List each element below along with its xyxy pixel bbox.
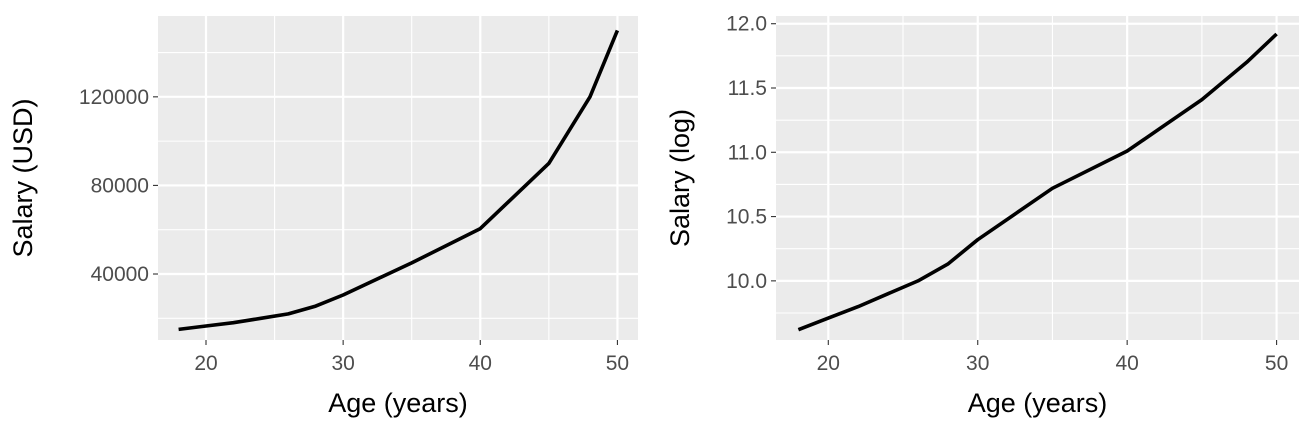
- y-tick-label: 11.5: [728, 77, 767, 100]
- salary-line: [178, 29, 620, 332]
- y-tick-label: 10.0: [726, 270, 767, 293]
- x-tick-label: 30: [966, 352, 989, 375]
- x-tick-label: 40: [1115, 352, 1138, 375]
- y-tick-label: 12.0: [726, 13, 767, 36]
- x-tick-label: 20: [817, 352, 840, 375]
- panel-background: [776, 16, 1299, 340]
- y-tick-label: 120000: [79, 86, 149, 109]
- y-tick-label: 11.0: [728, 141, 767, 164]
- y-axis-title: Salary (USD): [8, 98, 38, 257]
- panel-background: [158, 16, 638, 340]
- salary-usd-panel: 20 30 40 50 40000 80000 120000 Age (years) Salar…: [8, 16, 638, 418]
- y-tick-label: 40000: [91, 263, 149, 286]
- x-axis-title: Age (years): [328, 388, 468, 418]
- salary-line: [797, 32, 1278, 332]
- salary-log-panel: 20 30 40 50 10.0 10.5 11.0 11.5 12.0 Age (years) S…: [665, 13, 1299, 418]
- x-axis-title: Age (years): [968, 388, 1108, 418]
- x-tick-label: 30: [331, 352, 354, 375]
- x-tick-label: 50: [606, 352, 629, 375]
- x-tick-label: 40: [469, 352, 492, 375]
- x-tick-label: 20: [194, 352, 217, 375]
- y-tick-label: 10.5: [726, 206, 767, 229]
- x-tick-label: 50: [1265, 352, 1288, 375]
- y-axis-title: Salary (log): [665, 109, 695, 247]
- y-tick-label: 80000: [91, 174, 149, 197]
